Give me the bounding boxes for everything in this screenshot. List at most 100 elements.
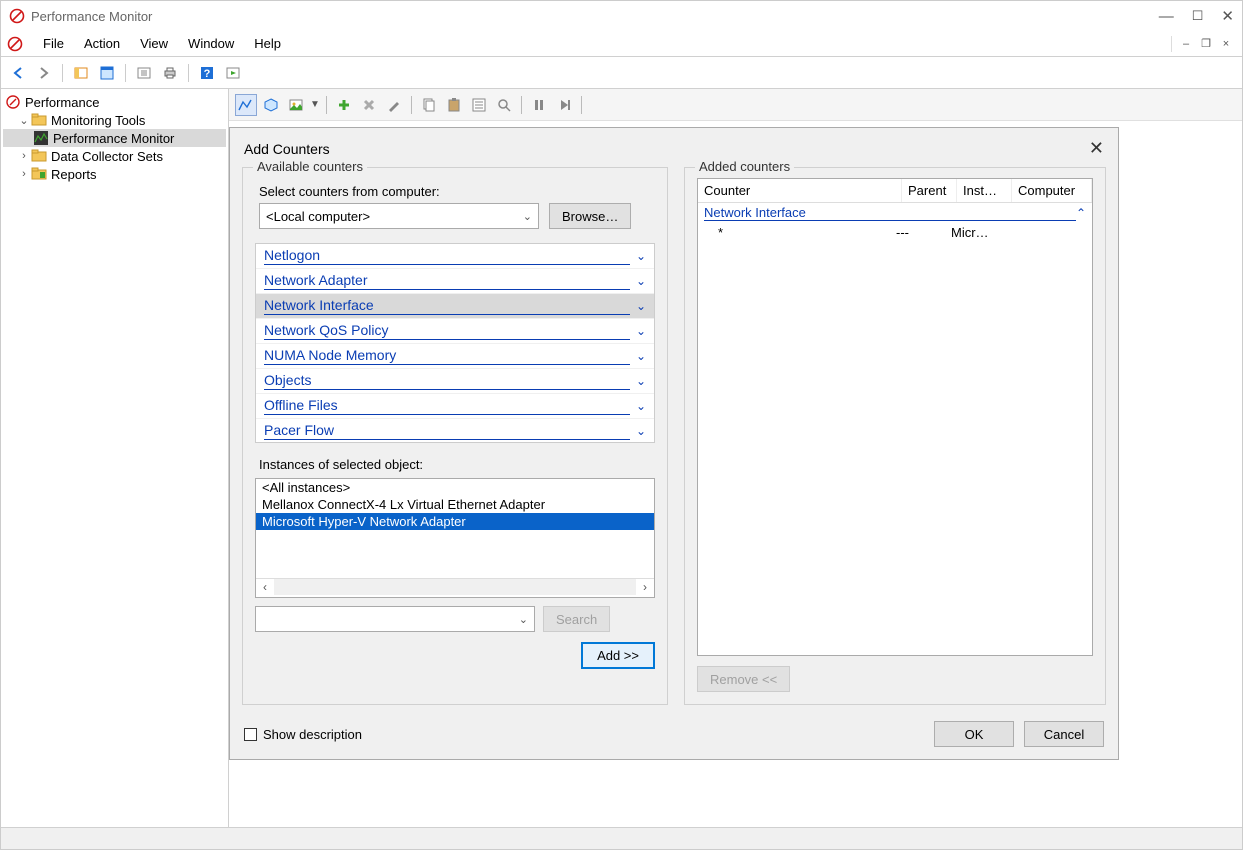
browse-button[interactable]: Browse… xyxy=(549,203,631,229)
perfmon-icon xyxy=(5,94,21,110)
expand-icon[interactable]: › xyxy=(17,150,31,162)
counter-item[interactable]: Network Adapter⌄ xyxy=(256,269,654,294)
chevron-down-icon: ⌄ xyxy=(636,249,646,263)
app-icon xyxy=(9,8,25,24)
help-icon[interactable]: ? xyxy=(196,62,218,84)
run-icon[interactable] xyxy=(222,62,244,84)
forward-button[interactable] xyxy=(33,62,55,84)
chevron-down-icon: ⌄ xyxy=(636,399,646,413)
highlight-icon[interactable] xyxy=(383,94,405,116)
export-icon[interactable] xyxy=(133,62,155,84)
view-image-icon[interactable] xyxy=(285,94,307,116)
counter-list: Netlogon⌄ Network Adapter⌄ Network Inter… xyxy=(255,243,655,443)
tree-data-collector-sets[interactable]: › Data Collector Sets xyxy=(3,147,226,165)
table-header: Counter Parent Inst… Computer xyxy=(698,179,1092,203)
chart-icon xyxy=(33,130,49,146)
app-window: Performance Monitor — ☐ ✕ File Action Vi… xyxy=(0,0,1243,850)
titlebar: Performance Monitor — ☐ ✕ xyxy=(1,1,1242,31)
cancel-button[interactable]: Cancel xyxy=(1024,721,1104,747)
dialog-footer: Show description OK Cancel xyxy=(230,713,1118,759)
chevron-up-icon[interactable]: ⌃ xyxy=(1076,206,1086,220)
minimize-button[interactable]: — xyxy=(1159,9,1174,24)
properties-icon[interactable] xyxy=(468,94,490,116)
col-inst[interactable]: Inst… xyxy=(957,179,1012,202)
zoom-icon[interactable] xyxy=(493,94,515,116)
instances-list[interactable]: <All instances> Mellanox ConnectX-4 Lx V… xyxy=(255,478,655,598)
ok-button[interactable]: OK xyxy=(934,721,1014,747)
menu-view[interactable]: View xyxy=(130,33,178,54)
expand-icon[interactable]: › xyxy=(17,168,31,180)
counter-item[interactable]: Network QoS Policy⌄ xyxy=(256,319,654,344)
counter-item[interactable]: NUMA Node Memory⌄ xyxy=(256,344,654,369)
maximize-button[interactable]: ☐ xyxy=(1192,9,1204,24)
mdi-close[interactable]: × xyxy=(1217,36,1235,52)
chevron-down-icon: ⌄ xyxy=(636,349,646,363)
tree-item-label: Reports xyxy=(51,167,97,182)
dialog-close-icon[interactable]: ✕ xyxy=(1089,138,1104,159)
delete-icon[interactable] xyxy=(358,94,380,116)
search-combo[interactable]: ⌄ xyxy=(255,606,535,632)
tree-root-label: Performance xyxy=(25,95,99,110)
remove-button[interactable]: Remove << xyxy=(697,666,790,692)
show-hide-tree-icon[interactable] xyxy=(70,62,92,84)
available-counters-group: Available counters Select counters from … xyxy=(242,167,668,705)
show-description-label: Show description xyxy=(263,727,362,742)
expand-icon[interactable]: ⌄ xyxy=(17,114,31,127)
chevron-down-icon: ⌄ xyxy=(636,299,646,313)
dialog-title: Add Counters xyxy=(244,141,1089,157)
tree-monitoring-tools[interactable]: ⌄ Monitoring Tools xyxy=(3,111,226,129)
view-graph-icon[interactable] xyxy=(235,94,257,116)
instance-item[interactable]: <All instances> xyxy=(256,479,654,496)
copy-icon[interactable] xyxy=(418,94,440,116)
mdi-minimize[interactable]: – xyxy=(1177,36,1195,52)
main-toolbar: ? xyxy=(1,57,1242,89)
view-3d-icon[interactable] xyxy=(260,94,282,116)
print-icon[interactable] xyxy=(159,62,181,84)
instance-item[interactable]: Mellanox ConnectX-4 Lx Virtual Ethernet … xyxy=(256,496,654,513)
counter-list-scroll[interactable]: Netlogon⌄ Network Adapter⌄ Network Inter… xyxy=(256,244,654,442)
close-button[interactable]: ✕ xyxy=(1221,9,1234,24)
back-button[interactable] xyxy=(7,62,29,84)
mdi-restore[interactable]: ❐ xyxy=(1197,36,1215,52)
col-parent[interactable]: Parent xyxy=(902,179,957,202)
instance-item[interactable]: Microsoft Hyper-V Network Adapter xyxy=(256,513,654,530)
added-group-row[interactable]: Network Interface ⌃ xyxy=(698,203,1092,223)
tree-performance-monitor[interactable]: Performance Monitor xyxy=(3,129,226,147)
freeze-icon[interactable] xyxy=(528,94,550,116)
tree-root[interactable]: Performance xyxy=(3,93,226,111)
chevron-down-icon: ⌄ xyxy=(519,613,528,626)
paste-icon[interactable] xyxy=(443,94,465,116)
tree-reports[interactable]: › Reports xyxy=(3,165,226,183)
added-counters-group: Added counters Counter Parent Inst… Comp… xyxy=(684,167,1106,705)
chevron-down-icon: ⌄ xyxy=(523,210,532,223)
col-counter[interactable]: Counter xyxy=(698,179,902,202)
update-icon[interactable] xyxy=(553,94,575,116)
counter-item[interactable]: Offline Files⌄ xyxy=(256,394,654,419)
counter-item[interactable]: Netlogon⌄ xyxy=(256,244,654,269)
add-icon[interactable] xyxy=(333,94,355,116)
menu-file[interactable]: File xyxy=(33,33,74,54)
select-from-label: Select counters from computer: xyxy=(259,184,655,199)
counter-item[interactable]: Pacer Flow⌄ xyxy=(256,419,654,442)
checkbox-icon xyxy=(244,728,257,741)
window-controls: — ☐ ✕ xyxy=(1159,9,1234,24)
body: Performance ⌄ Monitoring Tools Performan… xyxy=(1,89,1242,827)
properties-icon[interactable] xyxy=(96,62,118,84)
horizontal-scrollbar[interactable]: ‹› xyxy=(256,578,654,595)
menu-window[interactable]: Window xyxy=(178,33,244,54)
counter-item[interactable]: Objects⌄ xyxy=(256,369,654,394)
col-computer[interactable]: Computer xyxy=(1012,179,1092,202)
chevron-down-icon: ⌄ xyxy=(636,374,646,388)
add-button[interactable]: Add >> xyxy=(581,642,655,669)
tree-item-label: Performance Monitor xyxy=(53,131,174,146)
computer-combo[interactable]: <Local computer> ⌄ xyxy=(259,203,539,229)
counter-item[interactable]: Network Interface⌄ xyxy=(256,294,654,319)
folder-icon xyxy=(31,148,47,164)
menu-help[interactable]: Help xyxy=(244,33,291,54)
show-description-checkbox[interactable]: Show description xyxy=(244,727,362,742)
added-row[interactable]: * --- Micr… xyxy=(698,223,1092,242)
chevron-down-icon: ⌄ xyxy=(636,424,646,438)
instances-label: Instances of selected object: xyxy=(259,457,655,472)
menu-action[interactable]: Action xyxy=(74,33,130,54)
search-button[interactable]: Search xyxy=(543,606,610,632)
